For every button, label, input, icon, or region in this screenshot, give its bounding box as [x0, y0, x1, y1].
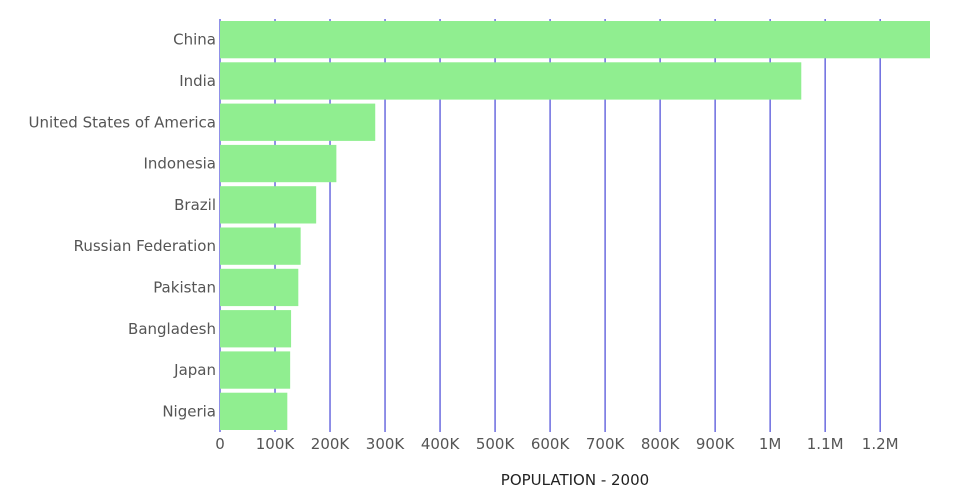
x-tick-label: 400K: [421, 435, 461, 453]
category-label: Japan: [173, 361, 216, 379]
x-tick-label: 0: [215, 435, 225, 453]
x-tick-label: 700K: [586, 435, 626, 453]
category-label: India: [179, 72, 216, 90]
x-tick-label: 1.1M: [807, 435, 844, 453]
x-axis-title: POPULATION - 2000: [501, 471, 649, 489]
category-labels: China India United States of America Indone…: [29, 31, 216, 421]
x-tick-label: 600K: [531, 435, 571, 453]
bar-nigeria[interactable]: [220, 392, 288, 430]
x-tick-label: 1M: [759, 435, 782, 453]
category-label: Indonesia: [143, 155, 216, 173]
bar-india[interactable]: [220, 62, 802, 100]
category-label: China: [173, 31, 216, 49]
category-label: Nigeria: [162, 402, 216, 420]
category-label: Russian Federation: [74, 237, 216, 255]
bar-bangladesh[interactable]: [220, 310, 292, 348]
category-label: Pakistan: [153, 278, 216, 296]
x-tick-label: 200K: [311, 435, 351, 453]
category-label: Brazil: [174, 196, 216, 214]
x-tick-label: 1.2M: [862, 435, 899, 453]
category-label: Bangladesh: [128, 320, 216, 338]
bars: [220, 21, 930, 430]
bar-indonesia[interactable]: [220, 144, 337, 183]
x-tick-label: 800K: [641, 435, 681, 453]
bar-russian-federation[interactable]: [220, 227, 301, 265]
x-tick-label: 300K: [366, 435, 406, 453]
bar-united-states-of-america[interactable]: [220, 103, 376, 141]
bar-pakistan[interactable]: [220, 268, 299, 307]
x-tick-labels: 0 100K 200K 300K 400K 500K 600K 700K 800K 900K 1M 1…: [215, 435, 898, 453]
x-tick-label: 900K: [696, 435, 736, 453]
x-tick-label: 500K: [476, 435, 516, 453]
bar-japan[interactable]: [220, 351, 291, 389]
bar-china[interactable]: [220, 21, 930, 59]
category-label: United States of America: [29, 113, 216, 131]
bar-brazil[interactable]: [220, 186, 317, 224]
x-tick-label: 100K: [256, 435, 296, 453]
